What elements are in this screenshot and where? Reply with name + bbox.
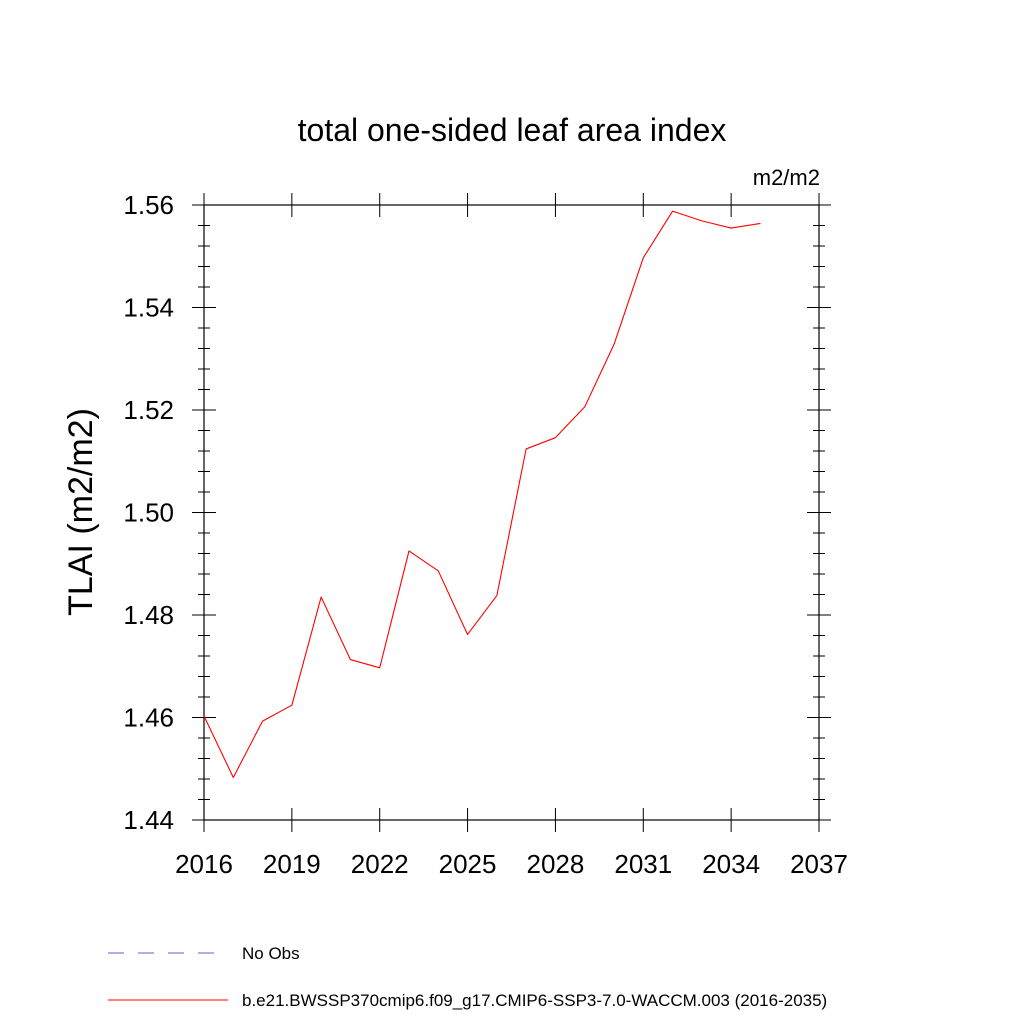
y-tick-label: 1.46 xyxy=(123,703,174,733)
units-label: m2/m2 xyxy=(753,165,820,190)
legend: No Obs b.e21.BWSSP370cmip6.f09_g17.CMIP6… xyxy=(108,944,827,1010)
x-tick-label: 2037 xyxy=(790,849,848,879)
y-tick-label: 1.52 xyxy=(123,395,174,425)
y-tick-label: 1.44 xyxy=(123,805,174,835)
x-tick-label: 2034 xyxy=(702,849,760,879)
y-tick-label: 1.56 xyxy=(123,190,174,220)
y-tick-label: 1.50 xyxy=(123,498,174,528)
x-tick-label: 2028 xyxy=(527,849,585,879)
y-tick-labels: 1.44 1.46 1.48 1.50 1.52 1.54 1.56 xyxy=(123,190,174,835)
x-tick-label: 2019 xyxy=(263,849,321,879)
x-tick-label: 2025 xyxy=(439,849,497,879)
x-tick-label: 2016 xyxy=(175,849,233,879)
legend-label-model: b.e21.BWSSP370cmip6.f09_g17.CMIP6-SSP3-7… xyxy=(242,991,827,1010)
legend-label-no-obs: No Obs xyxy=(242,944,300,963)
y-tick-label: 1.54 xyxy=(123,293,174,323)
axis-ticks xyxy=(192,193,831,832)
plot-frame xyxy=(203,204,820,821)
y-axis-label: TLAI (m2/m2) xyxy=(62,408,100,616)
chart-title: total one-sided leaf area index xyxy=(298,112,727,148)
x-tick-label: 2022 xyxy=(351,849,409,879)
x-tick-labels: 2016 2019 2022 2025 2028 2031 2034 2037 xyxy=(175,849,848,879)
series-layer xyxy=(203,210,761,779)
y-tick-label: 1.48 xyxy=(123,600,174,630)
series-line-0 xyxy=(203,210,761,779)
x-tick-label: 2031 xyxy=(614,849,672,879)
